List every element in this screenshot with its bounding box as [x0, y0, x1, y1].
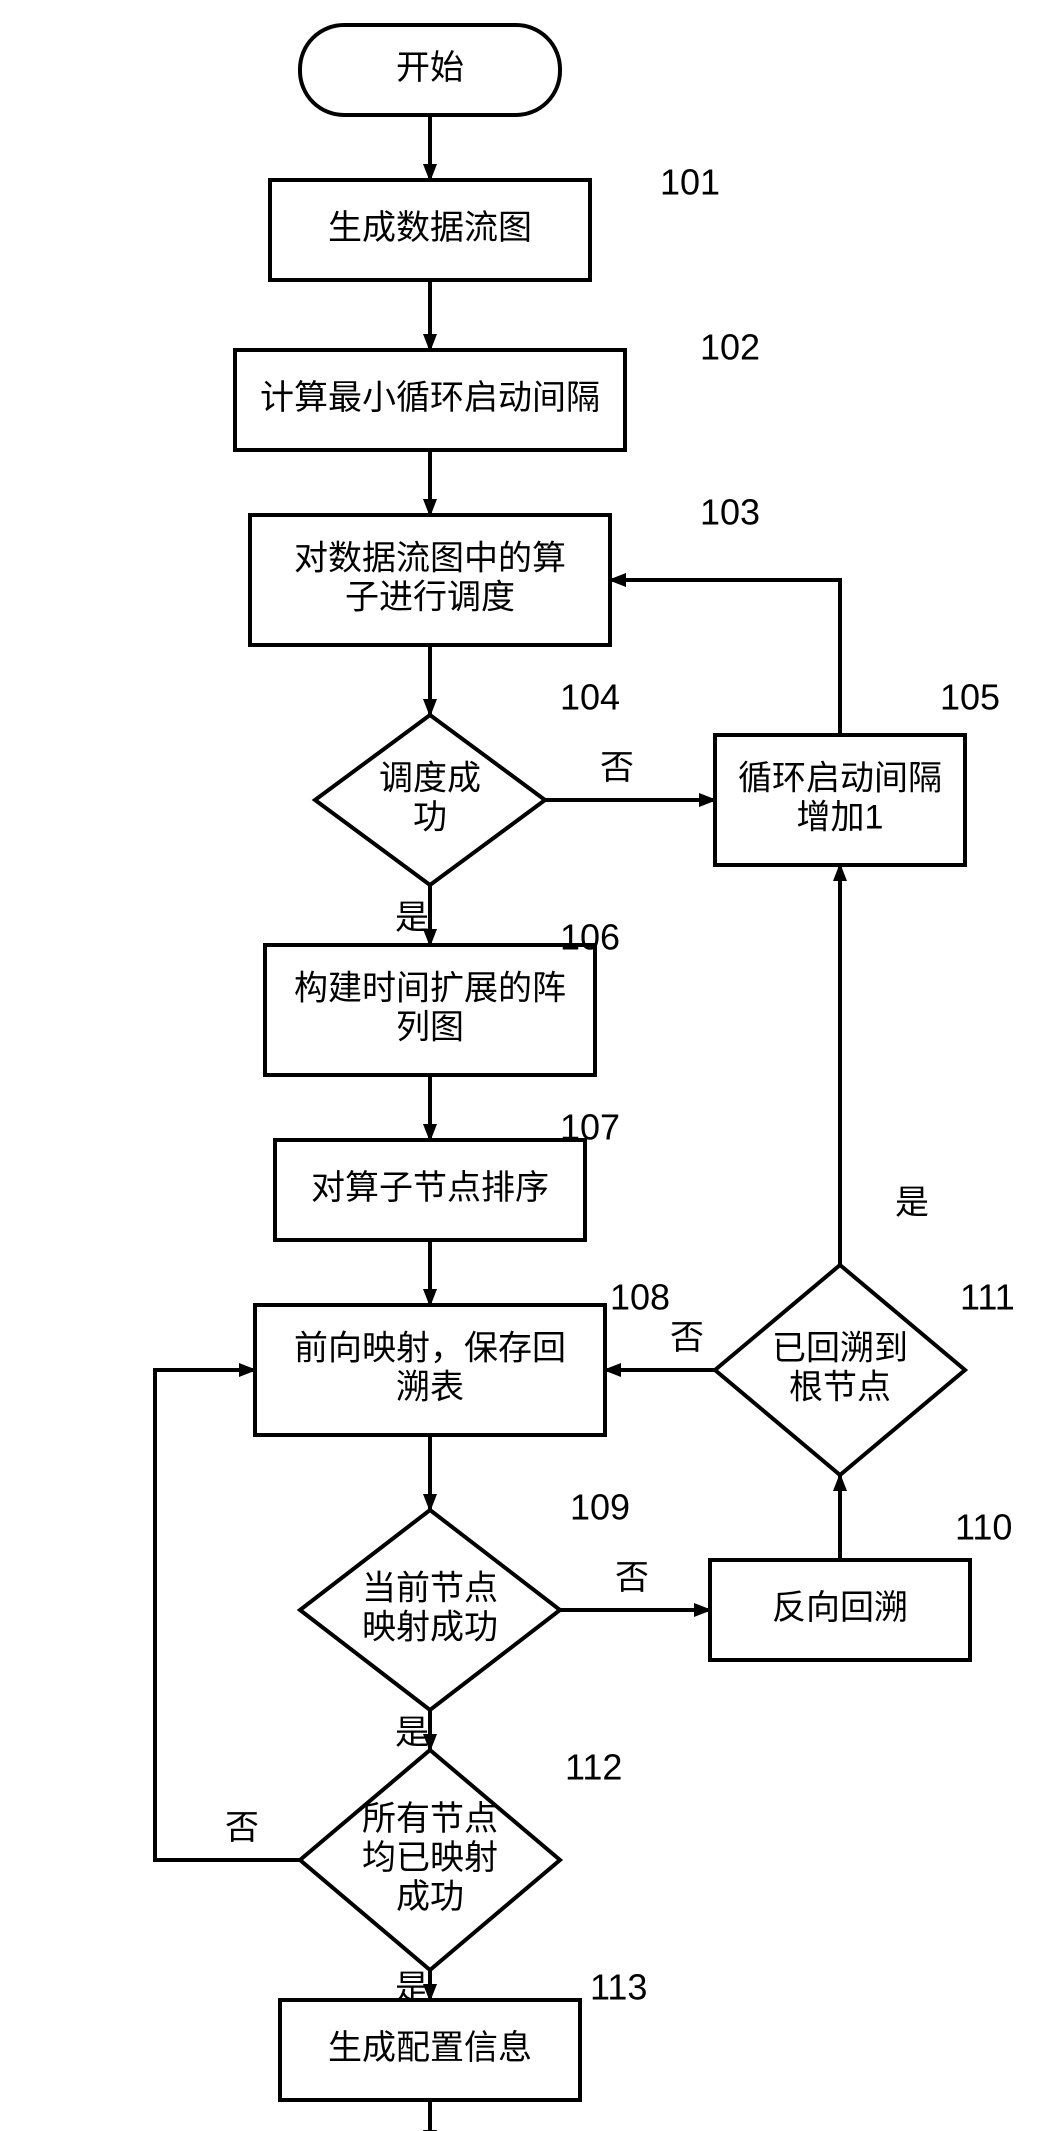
step-label: 103: [700, 492, 760, 533]
node-s111: 已回溯到根节点: [715, 1265, 965, 1475]
node-text-line: 已回溯到: [772, 1329, 908, 1367]
step-label: 102: [700, 327, 760, 368]
step-label: 106: [560, 917, 620, 958]
node-text-line: 映射成功: [362, 1609, 498, 1647]
node-text-line: 功: [413, 799, 447, 837]
node-text-line: 增加1: [797, 799, 884, 837]
node-text-line: 当前节点: [362, 1569, 498, 1607]
step-label: 105: [940, 677, 1000, 718]
node-text-line: 均已映射: [362, 1839, 498, 1877]
node-text-line: 子进行调度: [345, 579, 515, 617]
node-s113: 生成配置信息: [280, 2000, 580, 2100]
node-text-line: 构建时间扩展的阵: [294, 969, 566, 1007]
edge-label: 是: [395, 899, 429, 937]
flowchart-diagram: 否是否是否是否是开始生成数据流图计算最小循环启动间隔对数据流图中的算子进行调度调…: [0, 0, 1043, 2131]
edge-label: 是: [395, 1714, 429, 1752]
edge-s112-s108: [155, 1370, 300, 1860]
step-label: 109: [570, 1487, 630, 1528]
step-labels-group: 101 102 103 104 105 106 107 108 109 110 111 112 113: [560, 162, 1015, 2008]
step-label: 110: [955, 1507, 1012, 1548]
step-label: 104: [560, 677, 620, 718]
node-text-line: 反向回溯: [772, 1589, 908, 1627]
node-start: 开始: [300, 25, 560, 115]
node-text-line: 生成配置信息: [328, 2029, 532, 2067]
step-label: 101: [660, 162, 720, 203]
node-text-line: 根节点: [789, 1369, 891, 1407]
node-s105: 循环启动间隔增加1: [715, 735, 965, 865]
node-s110: 反向回溯: [710, 1560, 970, 1660]
node-s102: 计算最小循环启动间隔: [235, 350, 625, 450]
node-text-line: 调度成: [379, 759, 481, 797]
node-text-line: 对数据流图中的算: [294, 539, 566, 577]
node-text-line: 溯表: [396, 1369, 464, 1407]
step-label: 107: [560, 1107, 620, 1148]
step-label: 111: [960, 1277, 1015, 1318]
nodes-group: 开始生成数据流图计算最小循环启动间隔对数据流图中的算子进行调度调度成功循环启动间…: [235, 25, 970, 2131]
node-s112: 所有节点均已映射成功: [300, 1750, 560, 1970]
edge-s105-s103: [610, 580, 840, 735]
edge-label: 否: [600, 749, 634, 787]
edge-label: 否: [670, 1319, 704, 1357]
step-label: 112: [565, 1747, 622, 1788]
node-s101: 生成数据流图: [270, 180, 590, 280]
node-s107: 对算子节点排序: [275, 1140, 585, 1240]
node-text-line: 前向映射，保存回: [294, 1329, 566, 1367]
edge-label: 是: [895, 1184, 929, 1222]
edge-label: 否: [615, 1559, 649, 1597]
node-s108: 前向映射，保存回溯表: [255, 1305, 605, 1435]
edge-label: 否: [225, 1809, 259, 1847]
node-s104: 调度成功: [315, 715, 545, 885]
node-text-line: 循环启动间隔: [738, 759, 942, 797]
node-text-line: 计算最小循环启动间隔: [260, 379, 600, 417]
node-s109: 当前节点映射成功: [300, 1510, 560, 1710]
step-label: 108: [610, 1277, 670, 1318]
node-text-line: 开始: [396, 49, 464, 87]
node-s106: 构建时间扩展的阵列图: [265, 945, 595, 1075]
node-text-line: 生成数据流图: [328, 209, 532, 247]
node-text-line: 所有节点: [362, 1800, 498, 1838]
node-s103: 对数据流图中的算子进行调度: [250, 515, 610, 645]
step-label: 113: [590, 1967, 647, 2008]
node-text-line: 成功: [396, 1878, 464, 1916]
node-text-line: 对算子节点排序: [311, 1169, 549, 1207]
node-text-line: 列图: [396, 1009, 464, 1047]
